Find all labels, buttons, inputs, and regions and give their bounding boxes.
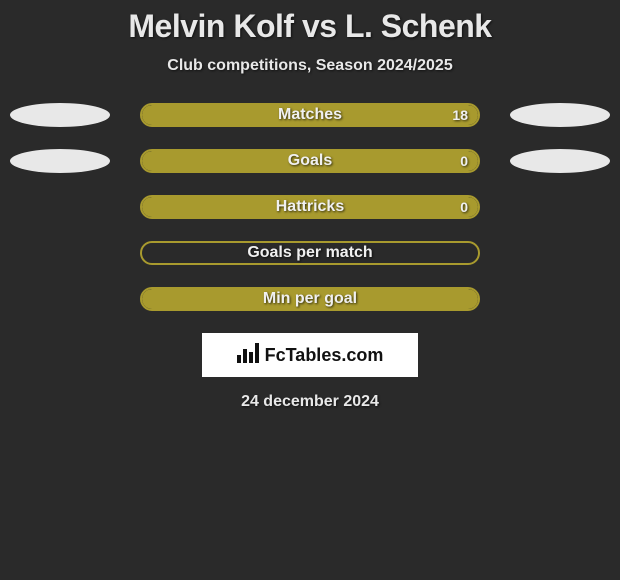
attribution-logo[interactable]: FcTables.com	[202, 333, 418, 377]
player-left-marker	[10, 149, 110, 173]
stat-rows: Matches18Goals0Hattricks0Goals per match…	[0, 103, 620, 311]
stat-row: Matches18	[0, 103, 620, 127]
stat-label: Goals per match	[142, 243, 478, 263]
stat-bar: Hattricks0	[140, 195, 480, 219]
logo-text: FcTables.com	[265, 345, 384, 366]
stat-label: Hattricks	[142, 197, 478, 217]
stat-value: 0	[460, 197, 468, 217]
page-subtitle: Club competitions, Season 2024/2025	[0, 57, 620, 75]
stat-value: 18	[452, 105, 468, 125]
stat-bar: Goals0	[140, 149, 480, 173]
stat-row: Goals0	[0, 149, 620, 173]
player-right-marker	[510, 149, 610, 173]
stat-label: Goals	[142, 151, 478, 171]
player-right-marker	[510, 103, 610, 127]
player-left-marker	[10, 103, 110, 127]
stat-bar: Min per goal	[140, 287, 480, 311]
stat-label: Min per goal	[142, 289, 478, 309]
stat-bar: Goals per match	[140, 241, 480, 265]
stat-bar: Matches18	[140, 103, 480, 127]
page-title: Melvin Kolf vs L. Schenk	[0, 8, 620, 45]
stat-label: Matches	[142, 105, 478, 125]
stat-value: 0	[460, 151, 468, 171]
stat-row: Hattricks0	[0, 195, 620, 219]
stat-row: Goals per match	[0, 241, 620, 265]
bars-icon	[237, 343, 259, 368]
stats-comparison-card: Melvin Kolf vs L. Schenk Club competitio…	[0, 0, 620, 580]
stat-row: Min per goal	[0, 287, 620, 311]
date-text: 24 december 2024	[0, 393, 620, 411]
